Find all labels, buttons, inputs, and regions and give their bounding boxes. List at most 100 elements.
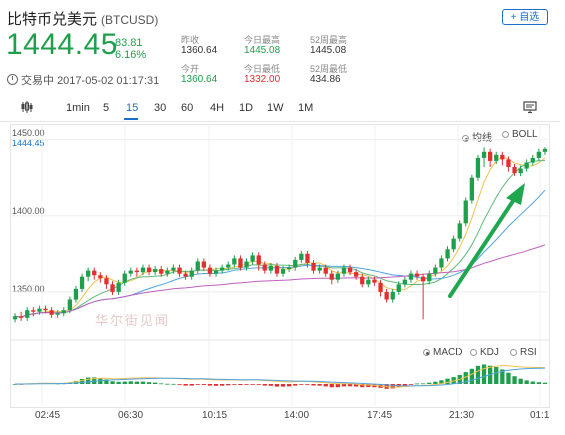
x-tick-1745: 17:45 <box>367 410 393 421</box>
macd-bar <box>177 384 182 385</box>
candle-body <box>274 266 280 274</box>
candle-body <box>110 284 115 292</box>
macd-bar <box>189 384 194 386</box>
instrument-name: 比特币兑美元 <box>7 11 98 28</box>
candle-body <box>213 270 219 274</box>
tf-30[interactable]: 30 <box>154 102 167 114</box>
candle-body <box>122 273 127 283</box>
candle-body <box>481 151 487 158</box>
boll-toggle[interactable]: BOLL <box>502 129 538 140</box>
macd-bar <box>268 384 273 386</box>
macd-bar <box>250 384 255 385</box>
macd-bar <box>360 384 365 388</box>
candle-body <box>73 288 79 300</box>
chart-frame <box>10 124 550 408</box>
tf-60[interactable]: 60 <box>181 102 194 114</box>
kdj-toggle[interactable]: KDJ <box>470 347 499 358</box>
clock-icon <box>7 74 18 85</box>
candle-body <box>488 151 493 161</box>
radio-icon <box>502 131 509 138</box>
candle-body <box>207 267 213 274</box>
ma60-line <box>14 244 546 318</box>
candle-body <box>384 291 389 300</box>
macd-bar <box>280 384 286 387</box>
annotation-arrow-shaft <box>448 196 517 298</box>
candle-body <box>372 279 377 283</box>
active-tab-indicator <box>124 118 138 120</box>
w52-low-value: 434.86 <box>310 74 341 85</box>
candle-body <box>500 154 505 160</box>
macd-bar <box>207 384 213 386</box>
tf-5[interactable]: 5 <box>103 102 110 114</box>
x-tick-1015: 10:15 <box>202 410 228 421</box>
candle-body <box>457 223 462 239</box>
candlestick-icon[interactable] <box>20 100 34 117</box>
monitor-icon[interactable] <box>523 101 537 117</box>
candle-body <box>116 282 121 292</box>
candle-body <box>19 316 24 318</box>
macd-bar <box>335 384 340 388</box>
timeframe-toolbar: 1min 5 15 30 60 4H 1D 1W 1M <box>0 97 560 122</box>
candle-body <box>506 159 511 167</box>
tf-1w[interactable]: 1W <box>267 102 284 114</box>
price-change: 83.81 6.16% <box>115 37 146 61</box>
candle-body <box>12 316 18 320</box>
tf-15[interactable]: 15 <box>126 102 139 114</box>
candle-body <box>354 272 359 277</box>
macd-bar <box>73 380 79 384</box>
rsi-label: RSI <box>520 347 537 358</box>
radio-selected-icon <box>462 135 469 142</box>
candle-body <box>177 267 182 274</box>
high-label: 今日最高 <box>244 35 281 45</box>
candle-body <box>414 273 420 277</box>
high-value: 1445.08 <box>244 45 281 56</box>
macd-bar <box>408 384 414 385</box>
candle-body <box>232 258 237 265</box>
candle-body <box>317 267 322 271</box>
tf-4h[interactable]: 4H <box>210 102 225 114</box>
macd-bar <box>134 381 139 384</box>
macd-bar <box>463 372 468 384</box>
tf-1min[interactable]: 1min <box>66 102 90 114</box>
candle-body <box>536 151 541 158</box>
tf-1d[interactable]: 1D <box>239 102 254 114</box>
macd-bar <box>104 379 109 384</box>
macd-bar <box>439 380 444 384</box>
macd-bar <box>213 384 219 386</box>
macd-bar <box>414 383 420 385</box>
candle-body <box>268 266 273 271</box>
macd-toggle[interactable]: MACD <box>423 347 462 358</box>
macd-bar <box>183 384 188 386</box>
candle-body <box>92 270 97 276</box>
candle-body <box>299 253 304 260</box>
ma-toggle[interactable]: 均线 <box>462 129 492 144</box>
macd-bar <box>421 383 426 385</box>
candle-body <box>311 263 316 271</box>
macd-bar <box>159 383 164 385</box>
candle-body <box>323 267 328 274</box>
macd-bar <box>347 384 353 387</box>
add-to-watchlist-button[interactable]: + 自选 <box>502 9 548 25</box>
candle-body <box>79 276 85 289</box>
macd-bar <box>122 381 127 384</box>
candle-body <box>189 270 194 277</box>
candle-body <box>360 276 365 285</box>
candle-body <box>146 267 152 273</box>
macd-bar <box>311 384 316 386</box>
open-label: 今开 <box>181 64 200 74</box>
low-value: 1332.00 <box>244 74 281 85</box>
macd-bar <box>244 384 249 385</box>
annotation-arrow-head <box>506 183 525 205</box>
macd-bar <box>366 384 371 388</box>
x-tick-1400: 14:00 <box>284 410 310 421</box>
radio-icon <box>470 349 477 356</box>
macd-bar <box>226 384 231 386</box>
macd-bar <box>305 384 310 385</box>
candle-body <box>165 270 170 274</box>
candle-body <box>104 278 109 285</box>
instrument-title: 比特币兑美元 (BTCUSD) <box>7 8 158 29</box>
tf-1m[interactable]: 1M <box>298 102 314 114</box>
rsi-toggle[interactable]: RSI <box>510 347 537 358</box>
candle-body <box>250 255 255 262</box>
